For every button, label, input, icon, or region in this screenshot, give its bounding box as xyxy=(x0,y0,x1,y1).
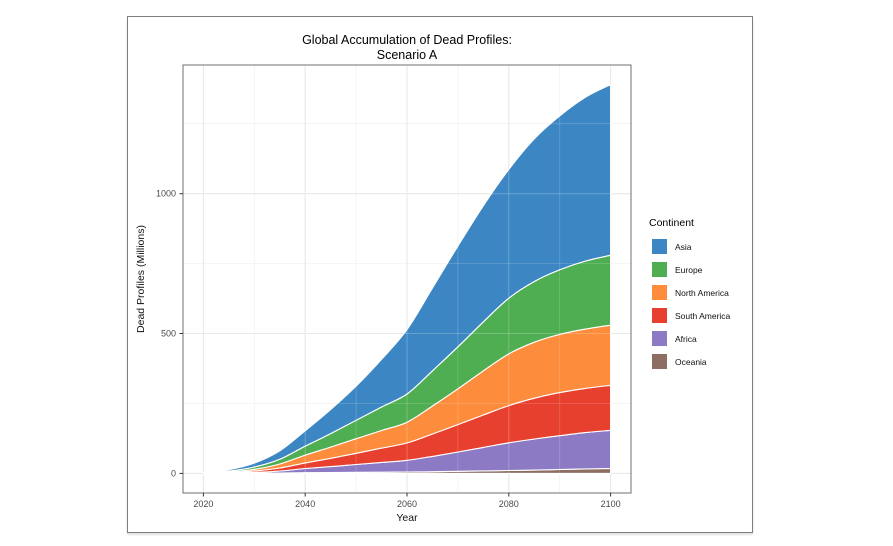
legend-label-oceania: Oceania xyxy=(675,357,707,367)
legend-label-north-america: North America xyxy=(675,288,729,298)
axis-ticks: 2020 2040 2060 2080 2100 0 500 1000 xyxy=(156,189,621,509)
x-tick-label: 2020 xyxy=(193,499,213,509)
x-tick-label: 2040 xyxy=(295,499,315,509)
legend-title: Continent xyxy=(649,217,694,229)
y-tick-label: 500 xyxy=(161,329,176,339)
y-axis-title: Dead Profiles (Millions) xyxy=(135,225,147,333)
x-axis-title: Year xyxy=(396,512,418,524)
x-tick-label: 2060 xyxy=(397,499,417,509)
legend-swatch-africa xyxy=(652,331,667,346)
plot-window: Global Accumulation of Dead Profiles: Sc… xyxy=(127,16,753,533)
legend-swatch-asia xyxy=(652,239,667,254)
y-tick-label: 1000 xyxy=(156,189,176,199)
legend-label-europe: Europe xyxy=(675,265,703,275)
gridline-overlay xyxy=(183,65,631,493)
chart-title-line2: Scenario A xyxy=(377,48,438,62)
stacked-areas xyxy=(202,84,612,474)
legend-swatch-south-america xyxy=(652,308,667,323)
legend-label-south-america: South America xyxy=(675,311,731,321)
area-band-asia xyxy=(202,84,612,474)
legend-swatch-oceania xyxy=(652,354,667,369)
legend: Continent Asia Europe North America South A… xyxy=(649,217,731,369)
legend-swatch-europe xyxy=(652,262,667,277)
legend-swatch-north-america xyxy=(652,285,667,300)
x-tick-label: 2100 xyxy=(601,499,621,509)
y-tick-label: 0 xyxy=(171,468,176,478)
chart-title-line1: Global Accumulation of Dead Profiles: xyxy=(302,33,512,47)
legend-label-africa: Africa xyxy=(675,334,697,344)
legend-label-asia: Asia xyxy=(675,242,692,252)
x-tick-label: 2080 xyxy=(499,499,519,509)
chart-canvas: Global Accumulation of Dead Profiles: Sc… xyxy=(135,33,731,524)
